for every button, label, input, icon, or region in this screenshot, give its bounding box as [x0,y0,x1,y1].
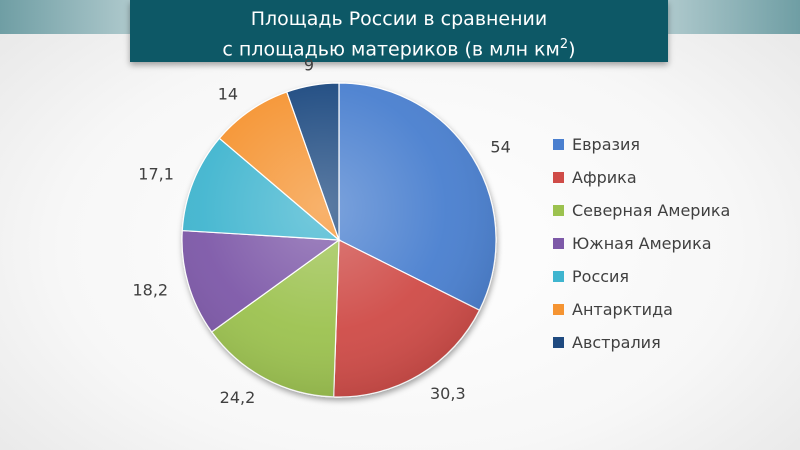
legend-swatch [553,139,564,150]
legend-item: Северная Америка [553,194,730,227]
chart-title: Площадь России в сравнении с площадью ма… [130,0,668,62]
legend-label: Антарктида [572,300,673,319]
legend-label: Северная Америка [572,201,731,220]
legend-swatch [553,238,564,249]
title-line-2-text: с площадью материков (в млн км [222,38,560,61]
data-label-5: 17,1 [138,165,174,184]
legend-label: Африка [572,168,637,187]
legend-swatch [553,271,564,282]
legend-swatch [553,337,564,348]
data-label-2: 30,3 [430,384,466,403]
pie-data-labels: 54 30,3 24,2 18,2 17,1 14 9 [132,56,510,408]
legend-item: Австралия [553,326,730,359]
pie-slices [181,82,497,398]
legend-swatch [553,304,564,315]
data-label-7: 9 [304,56,314,75]
data-label-6: 14 [218,84,238,103]
legend-label: Россия [572,267,630,286]
title-line-1: Площадь России в сравнении [250,8,548,30]
legend-item: Южная Америка [553,227,730,260]
data-label-4: 18,2 [132,281,168,300]
legend-item: Африка [553,161,730,194]
legend-item: Россия [553,260,730,293]
data-label-3: 24,2 [220,388,256,407]
title-line-2: с площадью материков (в млн км2) [130,32,668,62]
chart-legend: Евразия Африка Северная Америка Южная Амери… [553,128,730,359]
legend-label: Южная Америка [572,234,712,253]
legend-item: Антарктида [553,293,730,326]
legend-label: Австралия [572,333,661,352]
legend-item: Евразия [553,128,730,161]
data-label-1: 54 [490,137,510,156]
legend-label: Евразия [572,135,641,154]
legend-swatch [553,172,564,183]
title-line-2-end: ) [568,38,576,61]
title-superscript: 2 [559,37,569,52]
legend-swatch [553,205,564,216]
